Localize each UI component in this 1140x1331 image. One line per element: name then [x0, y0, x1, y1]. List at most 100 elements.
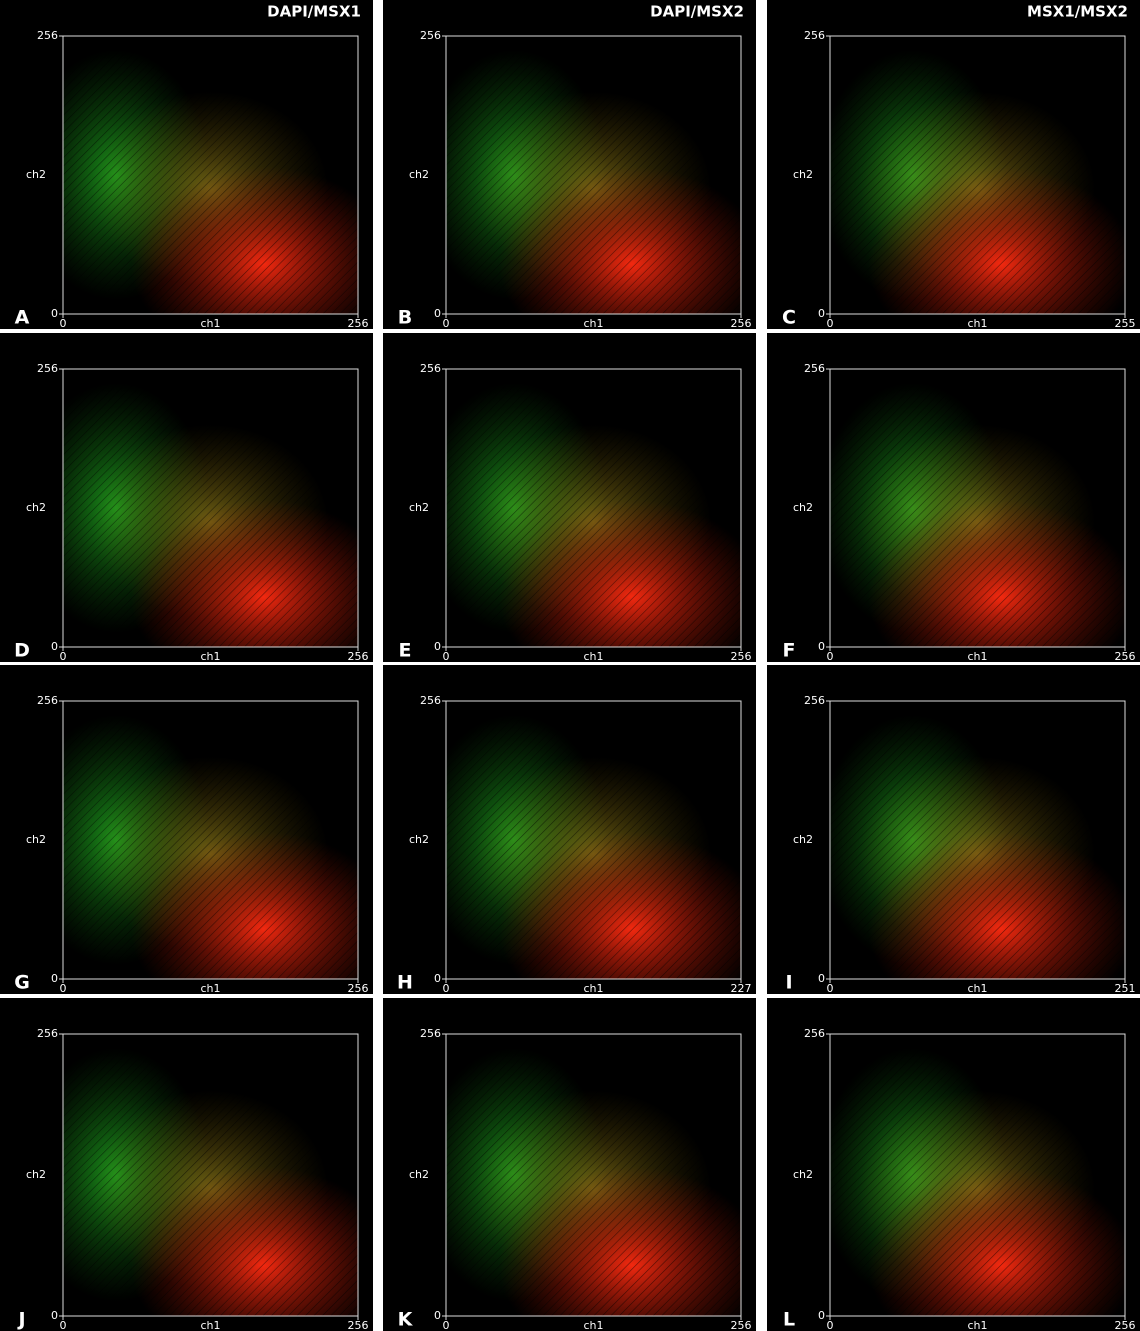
panel-letter: J: [16, 1309, 25, 1331]
panel: 0 256 0 256 ch1 ch2 E: [383, 333, 756, 663]
plot-frame: [829, 35, 1126, 315]
x-axis-label: ch1: [967, 317, 987, 330]
x-axis-label: ch1: [583, 1319, 603, 1331]
hatch: [830, 36, 1125, 314]
x-tick-label: 0: [827, 982, 834, 995]
x-axis-label: ch1: [967, 650, 987, 663]
point-cloud: [63, 701, 358, 979]
point-cloud: [830, 701, 1125, 979]
panel-letter: C: [782, 307, 796, 329]
plot-frame: [445, 35, 742, 315]
y-axis-label: ch2: [409, 1168, 429, 1181]
x-tick-label: 0: [827, 1319, 834, 1331]
y-tick-label: 256: [37, 694, 58, 707]
hatch: [63, 36, 358, 314]
y-tick-label: 0: [51, 972, 58, 985]
point-cloud: [446, 701, 741, 979]
y-tick-label: 256: [420, 29, 441, 42]
x-tick-label: 0: [443, 982, 450, 995]
panel-letter: L: [783, 1309, 795, 1331]
panel: 0 256 0 255 ch1 ch2 C MSX1/MSX2: [767, 0, 1140, 330]
x-tick-label: 256: [1115, 1319, 1136, 1331]
panel: 0 256 0 256 ch1 ch2 D: [0, 333, 373, 663]
hatch: [830, 369, 1125, 647]
panel: 0 256 0 256 ch1 ch2 L: [767, 998, 1140, 1331]
hatch: [446, 36, 741, 314]
x-axis-label: ch1: [200, 982, 220, 995]
point-cloud: [446, 36, 741, 314]
y-axis-label: ch2: [409, 501, 429, 514]
x-tick-label: 0: [827, 317, 834, 330]
panel: 0 256 0 227 ch1 ch2 H: [383, 665, 756, 995]
point-cloud: [446, 1034, 741, 1316]
y-tick-label: 256: [37, 29, 58, 42]
x-tick-label: 227: [731, 982, 752, 995]
y-axis-label: ch2: [409, 168, 429, 181]
panel: 0 256 0 256 ch1 ch2 K: [383, 998, 756, 1331]
point-cloud: [830, 1034, 1125, 1316]
y-tick-label: 256: [420, 1027, 441, 1040]
x-axis-label: ch1: [583, 650, 603, 663]
x-tick-label: 0: [827, 650, 834, 663]
point-cloud: [63, 36, 358, 314]
point-cloud: [830, 36, 1125, 314]
plot-frame: [62, 700, 359, 980]
point-cloud: [830, 369, 1125, 647]
x-tick-label: 256: [731, 650, 752, 663]
panel: 0 256 0 251 ch1 ch2 I: [767, 665, 1140, 995]
x-tick-label: 0: [60, 650, 67, 663]
x-axis-label: ch1: [583, 982, 603, 995]
hatch: [830, 701, 1125, 979]
y-tick-label: 0: [818, 1309, 825, 1322]
x-tick-label: 0: [60, 317, 67, 330]
hatch: [63, 369, 358, 647]
x-tick-label: 256: [731, 317, 752, 330]
panel-letter: G: [14, 972, 30, 994]
panel-letter: H: [397, 972, 413, 994]
panel: 0 256 0 256 ch1 ch2 G: [0, 665, 373, 995]
hatch: [446, 701, 741, 979]
y-axis-label: ch2: [26, 501, 46, 514]
panel-letter: E: [399, 640, 412, 662]
point-cloud: [446, 369, 741, 647]
y-tick-label: 0: [434, 640, 441, 653]
x-tick-label: 256: [348, 317, 369, 330]
y-axis-label: ch2: [26, 1168, 46, 1181]
panel: 0 256 0 256 ch1 ch2 F: [767, 333, 1140, 663]
y-tick-label: 256: [420, 362, 441, 375]
panel-letter: K: [398, 1309, 414, 1331]
y-tick-label: 0: [818, 307, 825, 320]
plot-frame: [829, 700, 1126, 980]
y-tick-label: 0: [51, 307, 58, 320]
x-tick-label: 256: [731, 1319, 752, 1331]
y-tick-label: 256: [804, 29, 825, 42]
x-axis-label: ch1: [583, 317, 603, 330]
x-tick-label: 256: [1115, 650, 1136, 663]
x-tick-label: 256: [348, 650, 369, 663]
hatch: [446, 369, 741, 647]
column-title: DAPI/MSX1: [267, 3, 361, 21]
y-tick-label: 0: [51, 640, 58, 653]
x-tick-label: 0: [60, 1319, 67, 1331]
hatch: [830, 1034, 1125, 1316]
panel: 0 256 0 256 ch1 ch2 J: [0, 998, 373, 1331]
x-axis-label: ch1: [967, 982, 987, 995]
y-tick-label: 256: [804, 694, 825, 707]
y-tick-label: 0: [434, 1309, 441, 1322]
x-axis-label: ch1: [200, 650, 220, 663]
y-axis-label: ch2: [793, 168, 813, 181]
y-tick-label: 0: [434, 307, 441, 320]
column-title: MSX1/MSX2: [1027, 3, 1128, 21]
plot-frame: [62, 1033, 359, 1317]
plot-frame: [445, 368, 742, 648]
panel: 0 256 0 256 ch1 ch2 A DAPI/MSX1: [0, 0, 373, 330]
panel: 0 256 0 256 ch1 ch2 B DAPI/MSX2: [383, 0, 756, 330]
y-axis-label: ch2: [793, 501, 813, 514]
y-tick-label: 256: [804, 362, 825, 375]
y-tick-label: 256: [420, 694, 441, 707]
x-axis-label: ch1: [200, 1319, 220, 1331]
panel-letter: A: [15, 307, 30, 329]
y-tick-label: 0: [51, 1309, 58, 1322]
y-axis-label: ch2: [26, 833, 46, 846]
